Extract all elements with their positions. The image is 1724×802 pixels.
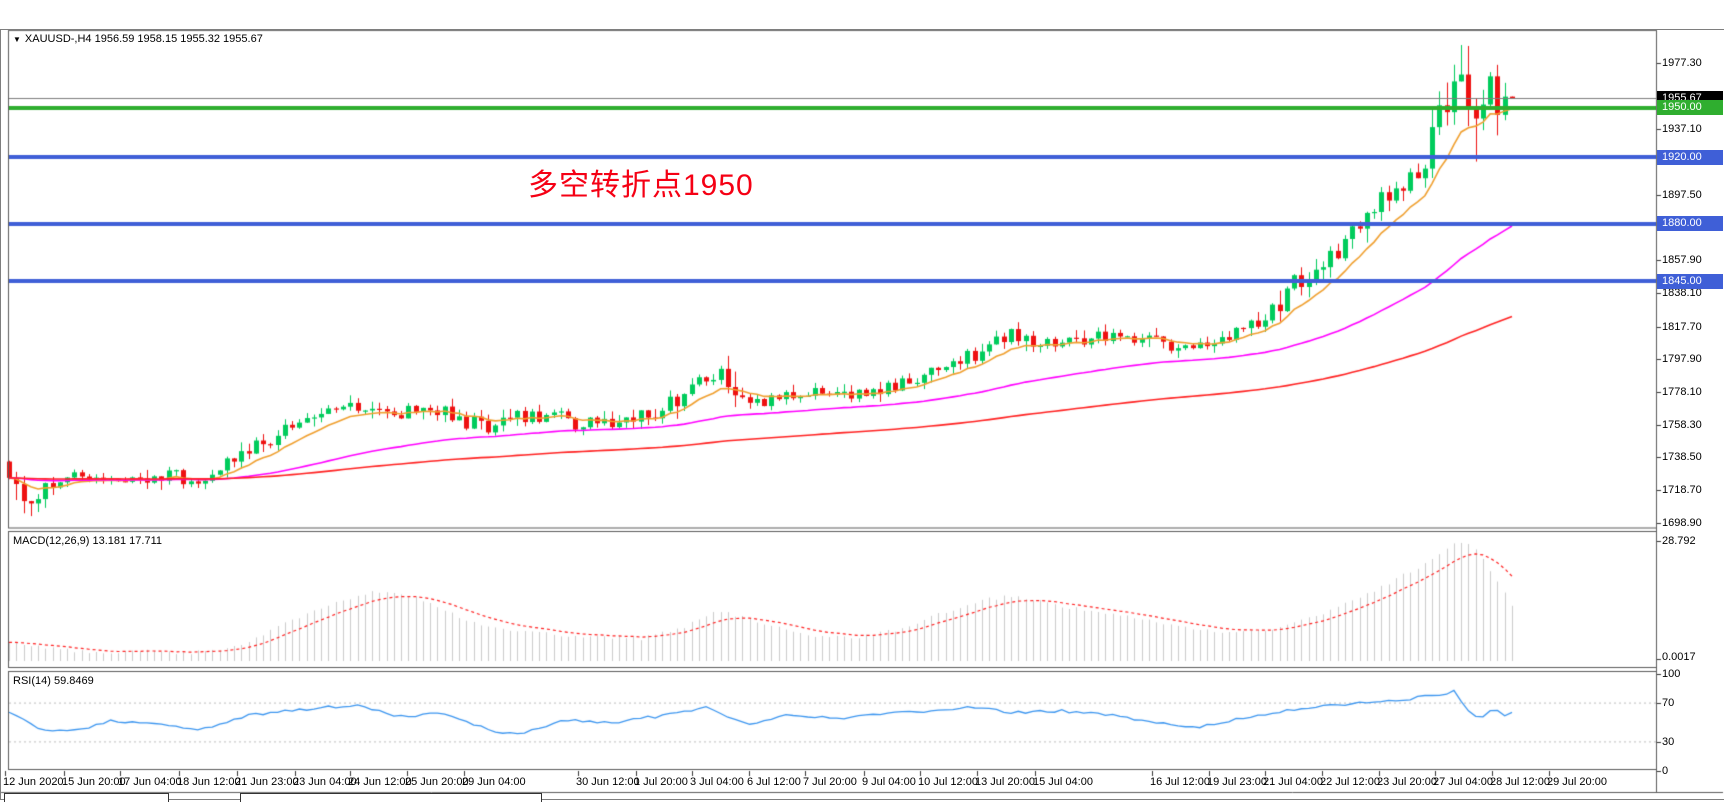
time-axis-label: 13 Jul 20:00 bbox=[975, 776, 1035, 788]
time-axis-label: 1 Jul 20:00 bbox=[634, 776, 688, 788]
chart-tab-partial[interactable] bbox=[240, 793, 542, 802]
price-axis-label: 1977.30 bbox=[1662, 56, 1702, 69]
price-badge-level: 1920.00 bbox=[1657, 149, 1723, 165]
time-axis-label: 23 Jul 20:00 bbox=[1377, 776, 1437, 788]
chart-window-border bbox=[0, 29, 1724, 800]
rsi-label: RSI(14) 59.8469 bbox=[13, 675, 94, 687]
time-axis-label: 19 Jul 23:00 bbox=[1207, 776, 1267, 788]
price-badge-level: 1845.00 bbox=[1657, 273, 1723, 289]
time-axis-label: 21 Jul 04:00 bbox=[1263, 776, 1323, 788]
time-axis-label: 7 Jul 20:00 bbox=[803, 776, 857, 788]
time-axis-label: 25 Jun 20:00 bbox=[405, 776, 469, 788]
price-axis-label: 1797.90 bbox=[1662, 353, 1702, 366]
rsi-scale-30: 30 bbox=[1662, 735, 1675, 748]
time-axis-label: 28 Jul 12:00 bbox=[1490, 776, 1550, 788]
time-axis-label: 29 Jul 20:00 bbox=[1547, 776, 1607, 788]
time-axis-label: 18 Jun 12:00 bbox=[177, 776, 241, 788]
macd-scale-min: 0.0017 bbox=[1662, 651, 1696, 663]
time-axis-label: 22 Jul 12:00 bbox=[1320, 776, 1380, 788]
time-axis-label: 24 Jun 12:00 bbox=[348, 776, 412, 788]
time-axis-label: 29 Jun 04:00 bbox=[462, 776, 526, 788]
time-axis-label: 12 Jun 2020 bbox=[3, 776, 64, 788]
annotation-text[interactable]: 多空转折点1950 bbox=[528, 169, 754, 202]
rsi-scale-100: 100 bbox=[1662, 668, 1681, 680]
price-axis-label: 1937.10 bbox=[1662, 123, 1702, 136]
time-axis-label: 15 Jun 20:00 bbox=[62, 776, 126, 788]
price-axis-label: 1778.10 bbox=[1662, 385, 1702, 398]
chevron-down-icon[interactable]: ▼ bbox=[13, 35, 21, 44]
price-axis-label: 1738.50 bbox=[1662, 451, 1702, 464]
price-badge-level: 1950.00 bbox=[1657, 100, 1723, 116]
time-axis-label: 10 Jul 12:00 bbox=[918, 776, 978, 788]
time-axis-label: 30 Jun 12:00 bbox=[576, 776, 640, 788]
price-axis-label: 1838.10 bbox=[1662, 286, 1702, 299]
time-axis-label: 27 Jul 04:00 bbox=[1433, 776, 1493, 788]
chart-title-text: XAUUSD-,H4 1956.59 1958.15 1955.32 1955.… bbox=[24, 33, 263, 45]
time-axis-label: 9 Jul 04:00 bbox=[862, 776, 916, 788]
rsi-scale-70: 70 bbox=[1662, 697, 1675, 710]
time-axis-label: 6 Jul 12:00 bbox=[747, 776, 801, 788]
chart-title: ▼ XAUUSD-,H4 1956.59 1958.15 1955.32 1955… bbox=[13, 33, 263, 45]
time-axis-label: 17 Jun 04:00 bbox=[118, 776, 182, 788]
rsi-scale-0: 0 bbox=[1662, 765, 1669, 777]
time-axis-label: 15 Jul 04:00 bbox=[1033, 776, 1093, 788]
time-axis-label: 23 Jun 04:00 bbox=[293, 776, 357, 788]
macd-scale-max: 28.792 bbox=[1662, 535, 1696, 547]
price-axis-label: 1758.30 bbox=[1662, 418, 1702, 431]
macd-label: MACD(12,26,9) 13.181 17.711 bbox=[13, 535, 162, 547]
time-axis-label: 21 Jun 23:00 bbox=[235, 776, 299, 788]
chart-tab-partial[interactable] bbox=[4, 793, 169, 802]
price-axis-label: 1897.50 bbox=[1662, 188, 1702, 201]
price-axis-label: 1718.70 bbox=[1662, 484, 1702, 497]
price-badge-level: 1880.00 bbox=[1657, 216, 1723, 232]
time-axis-label: 16 Jul 12:00 bbox=[1150, 776, 1210, 788]
time-axis-label: 3 Jul 04:00 bbox=[690, 776, 744, 788]
price-axis-label: 1698.90 bbox=[1662, 516, 1702, 529]
price-axis-label: 1817.70 bbox=[1662, 320, 1702, 333]
price-axis-label: 1857.90 bbox=[1662, 254, 1702, 267]
